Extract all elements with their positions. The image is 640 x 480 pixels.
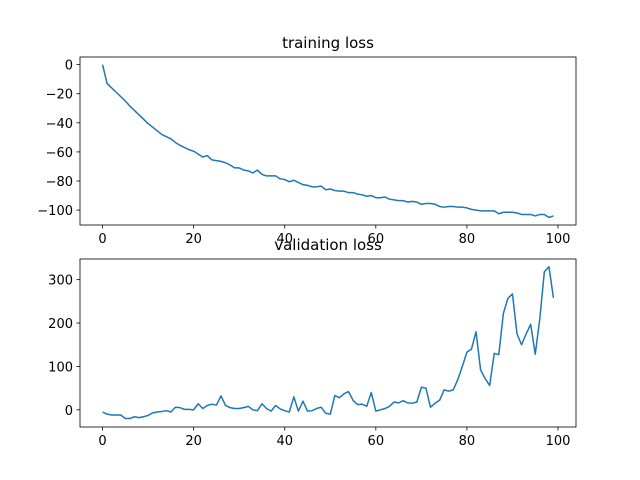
x-tick-label: 40: [276, 434, 293, 449]
y-tick-label: 0: [65, 404, 73, 419]
y-tick-label: −20: [46, 88, 73, 103]
y-tick-label: 100: [48, 360, 73, 375]
chart-title: validation loss: [274, 236, 382, 254]
x-tick-label: 60: [368, 232, 385, 247]
x-tick-label: 40: [276, 232, 293, 247]
loss-line: [101, 64, 554, 219]
x-tick-label: 100: [546, 232, 571, 247]
axes-frame: [79, 56, 577, 226]
x-tick-label: 0: [98, 232, 106, 247]
loss-line: [102, 265, 555, 420]
x-tick-label: 80: [459, 232, 476, 247]
axes-frame: [79, 258, 577, 428]
y-tick-label: 300: [48, 274, 73, 289]
x-tick-label: 100: [546, 434, 571, 449]
x-tick-label: 20: [185, 434, 202, 449]
y-tick-label: −100: [37, 204, 73, 219]
y-tick-label: 0: [65, 59, 73, 74]
y-tick-label: −80: [46, 175, 73, 190]
x-tick-label: 0: [98, 434, 106, 449]
y-tick-label: −60: [46, 146, 73, 161]
x-tick-label: 80: [459, 434, 476, 449]
x-tick-label: 20: [185, 232, 202, 247]
y-tick-label: −40: [46, 117, 73, 132]
x-tick-label: 60: [368, 434, 385, 449]
chart-title: training loss: [282, 34, 374, 52]
y-tick-label: 200: [48, 317, 73, 332]
